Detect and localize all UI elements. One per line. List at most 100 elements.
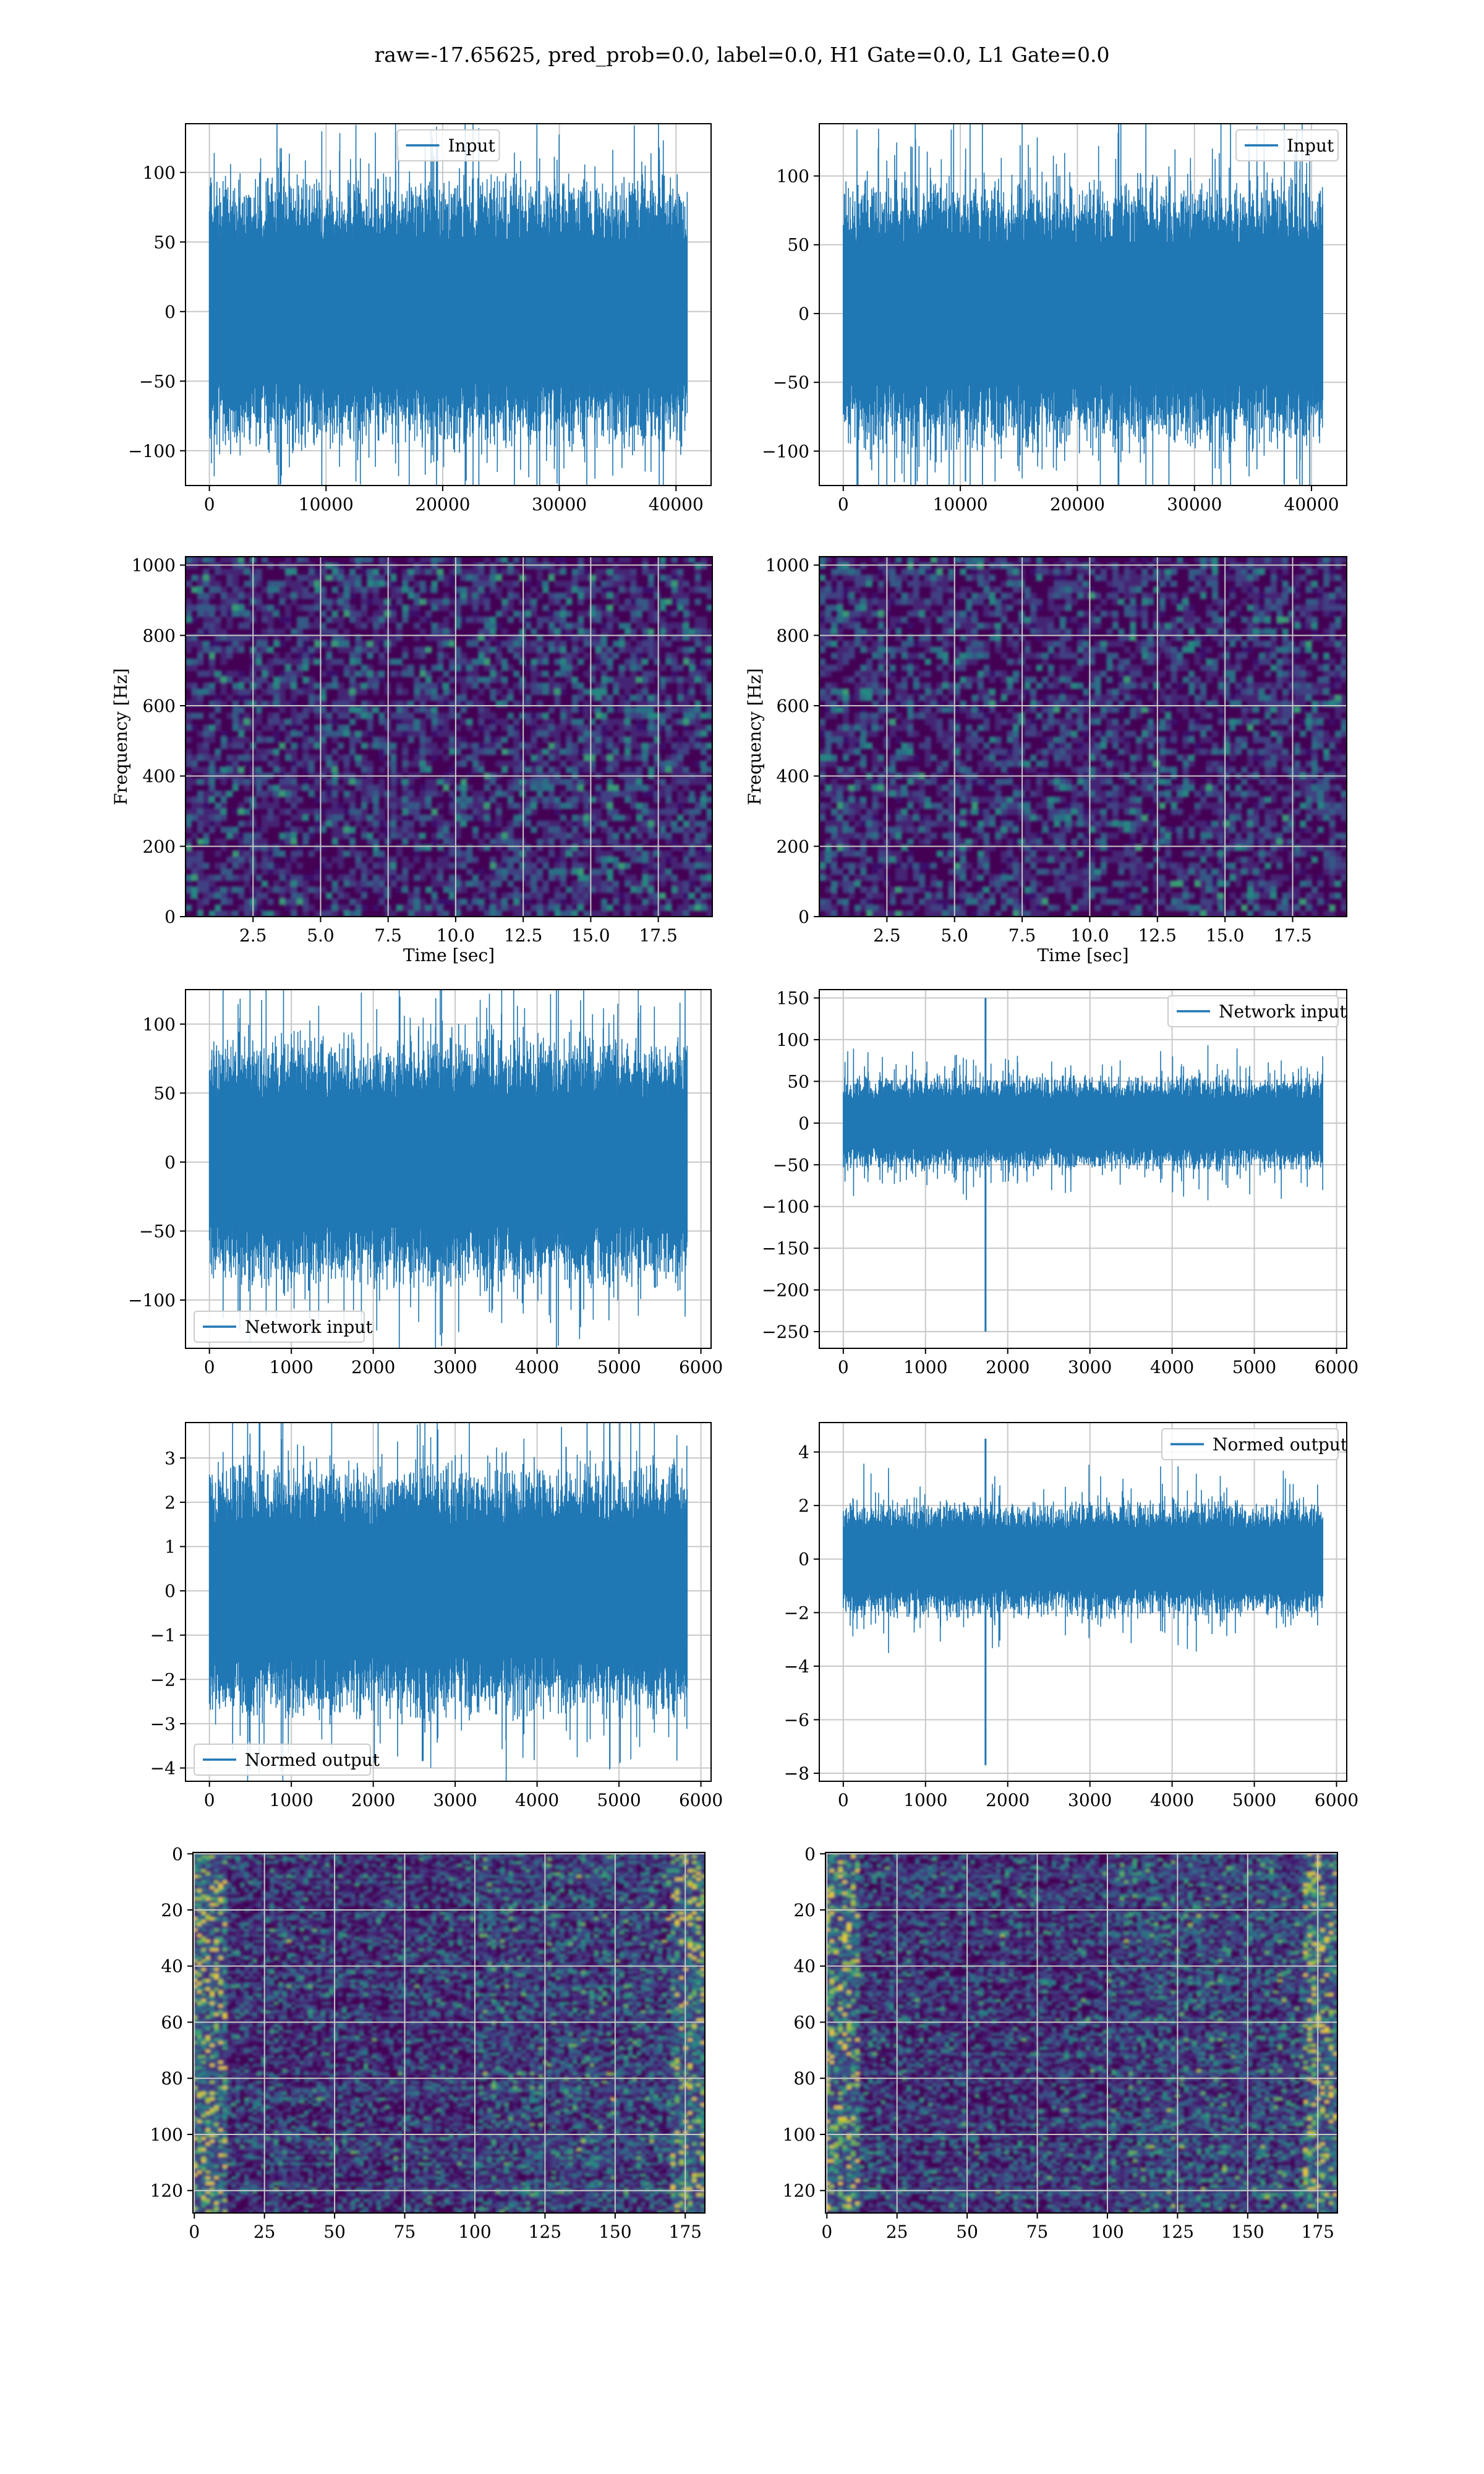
y-tick-label: 400 <box>777 766 809 787</box>
x-tick-label: 2000 <box>351 1790 395 1810</box>
y-tick-label: 80 <box>161 2068 183 2089</box>
x-tick-label: 12.5 <box>1138 925 1177 946</box>
legend-label: Input <box>1287 135 1334 156</box>
x-tick-label: 1000 <box>270 1357 313 1377</box>
legend-box <box>1167 995 1339 1027</box>
y-tick-label: 0 <box>798 304 809 324</box>
x-tick-label: 2000 <box>986 1790 1030 1810</box>
subplot-p9: 0 25 50 75 100 125 150 175 0 20 40 60 80 100 120 <box>783 1844 1338 2242</box>
x-tick-label: 175 <box>669 2222 702 2242</box>
legend: Network input <box>1167 995 1347 1027</box>
y-tick-label: 50 <box>153 1083 176 1103</box>
y-tick-label: 120 <box>150 2181 183 2201</box>
x-tick-label: 0 <box>838 1357 849 1377</box>
x-tick-label: 10.0 <box>1070 925 1109 946</box>
y-tick-label: 800 <box>143 625 176 646</box>
y-tick-label: −8 <box>784 1763 809 1784</box>
y-tick-label: 600 <box>777 696 809 716</box>
x-tick-label: 1000 <box>270 1790 313 1810</box>
x-tick-label: 10000 <box>933 494 988 515</box>
x-tick-label: 4000 <box>1150 1790 1194 1810</box>
gridlines <box>193 1852 705 2213</box>
y-tick-label: −150 <box>762 1238 809 1259</box>
x-tick-label: 17.5 <box>639 925 677 946</box>
x-tick-label: 1000 <box>903 1790 947 1810</box>
y-tick-label: −2 <box>150 1669 176 1690</box>
y-tick-label: 20 <box>793 1900 816 1920</box>
y-tick-label: 0 <box>164 1581 176 1601</box>
x-tick-label: 40000 <box>649 494 704 515</box>
x-tick-label: 40000 <box>1284 494 1339 515</box>
x-tick-label: 5000 <box>597 1357 641 1377</box>
legend-label: Network input <box>245 1317 373 1337</box>
subplot-p6: 0 1000 2000 3000 4000 5000 6000 −4 −3 −2 −1 0 1 2 3 Nor… <box>150 1422 723 1810</box>
x-tick-label: 2.5 <box>239 925 267 946</box>
y-tick-label: 4 <box>798 1442 809 1463</box>
x-tick-label: 1000 <box>903 1357 947 1377</box>
x-tick-label: 125 <box>529 2222 561 2242</box>
legend: Network input <box>194 1311 373 1343</box>
y-tick-label: −2 <box>784 1603 809 1623</box>
y-tick-label: −50 <box>139 1221 176 1241</box>
legend-box <box>396 129 500 161</box>
y-tick-label: −1 <box>150 1625 176 1646</box>
heatmap-cells <box>186 557 712 917</box>
y-tick-label: 50 <box>153 232 176 252</box>
subplot-p7: 0 1000 2000 3000 4000 5000 6000 −8 −6 −4 −2 0 2 4 Norm… <box>784 1422 1358 1810</box>
legend-box <box>194 1744 371 1776</box>
x-tick-label: 6000 <box>1315 1357 1358 1377</box>
plot-area <box>819 990 1347 1348</box>
subplot-p4: 0 1000 2000 3000 4000 5000 6000 −100 −50 0 50 100 Ne… <box>128 989 723 1377</box>
x-axis-label: Time [sec] <box>403 945 495 965</box>
axes-frame <box>819 989 1347 1349</box>
legend-label: Network input <box>1219 1001 1347 1022</box>
x-tick-label: 12.5 <box>504 925 542 946</box>
legend-label: Normed output <box>1213 1434 1348 1455</box>
x-tick-label: 25 <box>254 2222 276 2242</box>
x-tick-label: 6000 <box>679 1357 723 1377</box>
y-tick-label: 100 <box>143 163 176 183</box>
y-tick-label: 60 <box>161 2012 183 2032</box>
x-tick-label: 0 <box>838 494 849 515</box>
x-tick-label: 15.0 <box>1206 925 1244 946</box>
y-tick-label: −50 <box>139 371 176 392</box>
axes-frame <box>819 556 1347 917</box>
subplot-p2: 2.5 5.0 7.5 10.0 12.5 15.0 17.5 0 200 400 600 800 10… <box>111 555 713 965</box>
axes-frame <box>185 556 713 917</box>
subplot-p1: 0 10000 20000 30000 40000 −100 −50 0 50 100 Input <box>762 123 1347 515</box>
y-tick-label: −50 <box>773 1155 809 1175</box>
subplot-p3: 2.5 5.0 7.5 10.0 12.5 15.0 17.5 0 200 400 600 800 10… <box>744 555 1347 965</box>
x-tick-label: 3000 <box>1068 1357 1112 1377</box>
y-tick-label: 120 <box>783 2181 816 2201</box>
y-tick-label: 80 <box>793 2068 816 2089</box>
x-tick-label: 25 <box>886 2222 908 2242</box>
y-tick-label: 40 <box>793 1956 816 1977</box>
y-tick-label: 2 <box>164 1492 176 1513</box>
x-tick-label: 100 <box>458 2222 491 2242</box>
y-tick-label: 100 <box>143 1014 176 1035</box>
y-tick-label: 1000 <box>765 555 809 576</box>
axes-frame <box>819 123 1347 486</box>
x-tick-label: 0 <box>189 2222 200 2242</box>
x-tick-label: 10.0 <box>437 925 475 946</box>
x-tick-label: 4000 <box>515 1357 559 1377</box>
axes-frame <box>819 1422 1347 1782</box>
gridlines <box>819 557 1347 917</box>
y-tick-label: −3 <box>150 1714 176 1734</box>
figure-title: raw=-17.65625, pred_prob=0.0, label=0.0,… <box>374 43 1109 67</box>
x-tick-label: 75 <box>1026 2222 1049 2242</box>
legend-label: Normed output <box>245 1750 380 1770</box>
y-tick-label: 50 <box>787 1071 809 1092</box>
x-tick-label: 5000 <box>1232 1357 1276 1377</box>
heatmap-cells <box>193 1852 705 2213</box>
axes-frame <box>185 1422 712 1782</box>
y-tick-label: 3 <box>164 1448 176 1468</box>
axes-frame <box>825 1852 1338 2214</box>
y-tick-label: −100 <box>762 1197 809 1217</box>
y-tick-label: 800 <box>777 625 809 646</box>
y-tick-label: −50 <box>773 372 809 393</box>
y-tick-label: −100 <box>762 441 809 461</box>
y-tick-label: 1 <box>164 1536 176 1557</box>
y-tick-label: 1000 <box>132 555 176 576</box>
x-tick-label: 6000 <box>679 1790 723 1810</box>
